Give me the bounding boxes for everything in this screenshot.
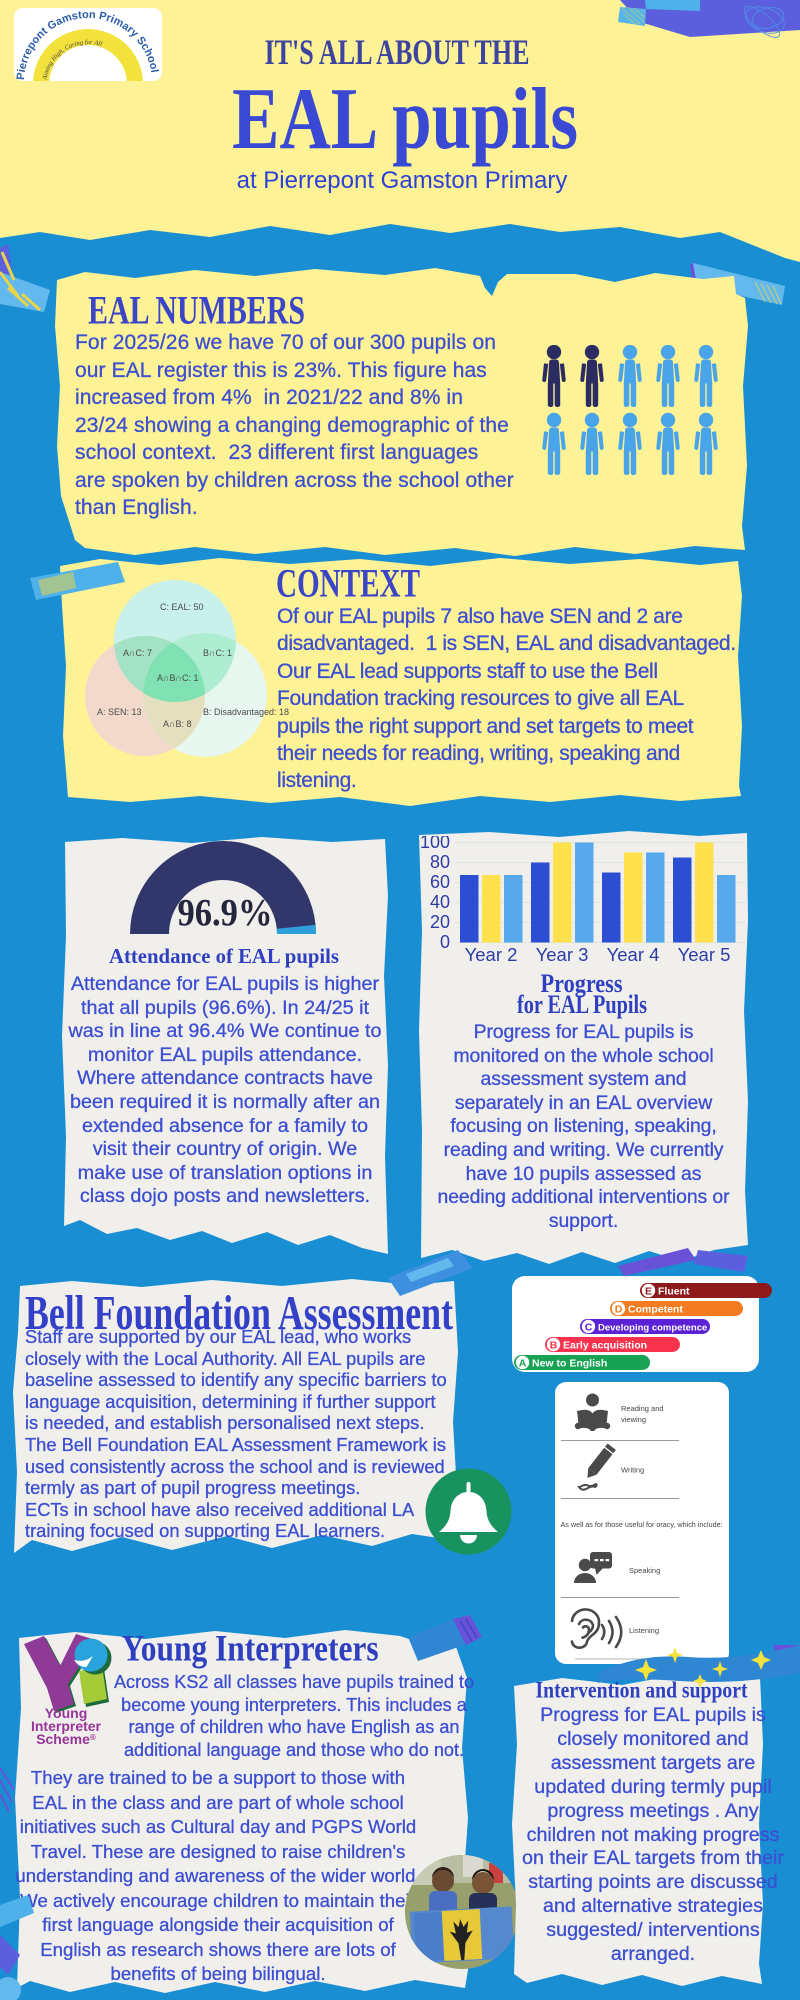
svg-text:Scheme®: Scheme® [36,1731,96,1747]
svg-text:C: EAL: 50: C: EAL: 50 [160,602,204,612]
svg-text:20: 20 [430,912,450,932]
svg-text:Speaking: Speaking [629,1566,660,1575]
svg-text:B∩C: 1: B∩C: 1 [203,648,232,658]
svg-text:Reading and: Reading and [621,1404,664,1413]
svg-text:Year 3: Year 3 [536,944,589,965]
svg-text:As well as for those useful fo: As well as for those useful for oracy, w… [561,1520,723,1529]
svg-text:0: 0 [440,932,450,952]
svg-text:100: 100 [420,836,450,852]
svg-text:B: B [550,1339,558,1351]
svg-text:Developing competence: Developing competence [598,1323,707,1334]
svg-text:80: 80 [430,852,450,872]
svg-text:Writing: Writing [621,1466,644,1475]
svg-text:E: E [645,1285,652,1297]
svg-text:Young: Young [45,1705,88,1721]
svg-text:Year 2: Year 2 [465,944,518,965]
svg-text:Year 4: Year 4 [607,944,660,965]
svg-text:Early acquisition: Early acquisition [563,1340,647,1352]
svg-text:New to English: New to English [532,1358,607,1370]
svg-text:Fluent: Fluent [658,1286,690,1298]
svg-text:C: C [585,1321,593,1333]
svg-text:Listening: Listening [629,1626,659,1635]
svg-text:40: 40 [430,892,450,912]
svg-text:Competent: Competent [628,1304,683,1316]
svg-text:A∩B∩C: 1: A∩B∩C: 1 [157,673,198,683]
svg-text:A∩B: 8: A∩B: 8 [163,719,191,729]
svg-text:A: SEN: 13: A: SEN: 13 [97,707,142,717]
svg-text:D: D [615,1303,623,1315]
svg-text:Year 5: Year 5 [678,944,731,965]
svg-text:A: A [519,1357,527,1369]
svg-text:B: Disadvantaged: 18: B: Disadvantaged: 18 [203,707,289,717]
svg-text:viewing: viewing [621,1415,646,1424]
svg-text:A∩C: 7: A∩C: 7 [123,648,152,658]
svg-text:60: 60 [430,872,450,892]
svg-text:Interpreter: Interpreter [31,1718,102,1734]
